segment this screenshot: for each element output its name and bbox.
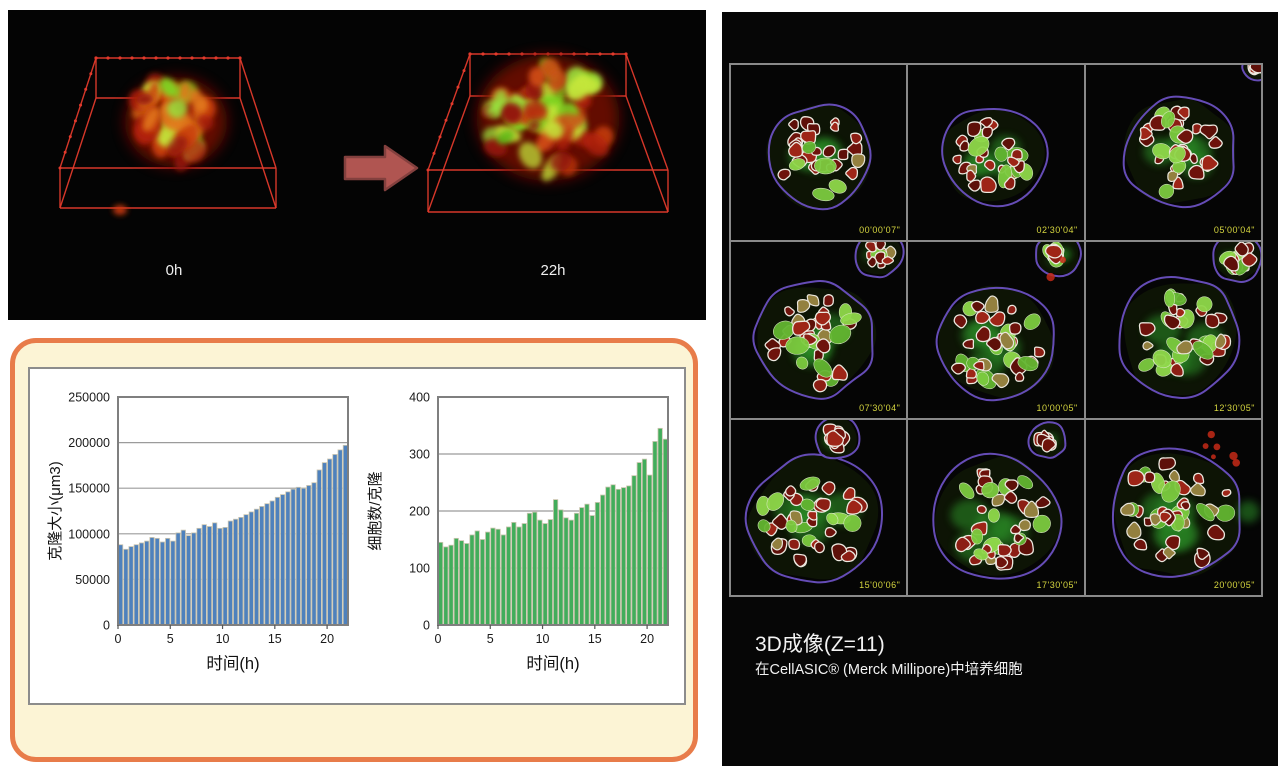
cell-cluster-image [766,103,872,211]
svg-text:400: 400 [409,391,430,405]
timelapse-frame: 07'30'04" [731,242,907,418]
svg-text:200: 200 [409,505,430,519]
svg-text:克隆大小(μm3): 克隆大小(μm3) [47,461,64,560]
timelapse-frame: 02'30'04" [908,65,1084,241]
arrow-right-icon [343,144,419,192]
frame-timestamp: 05'00'04" [1213,225,1255,236]
svg-text:20: 20 [320,632,334,646]
svg-text:10: 10 [216,632,230,646]
svg-text:100: 100 [409,562,430,576]
svg-text:15: 15 [588,632,602,646]
cell-cluster-image [935,242,1083,402]
timepoint-label-0h: 0h [165,262,183,279]
svg-text:20: 20 [640,632,654,646]
cell-cluster-image [932,420,1067,580]
cell-cluster-image [744,419,884,583]
timelapse-grid: 00'00'07" 02'30'04" 05'00'04" 07'30'04" … [729,63,1263,597]
timelapse-grid-panel: 00'00'07" 02'30'04" 05'00'04" 07'30'04" … [722,12,1278,766]
timepoint-label-22h: 22h [540,262,566,279]
frame-timestamp: 12'30'05" [1213,402,1255,413]
svg-text:时间(h): 时间(h) [526,654,579,673]
svg-text:5: 5 [487,632,494,646]
svg-text:时间(h): 时间(h) [206,654,259,673]
svg-text:50000: 50000 [75,573,110,587]
timelapse-frame: 10'00'05" [908,242,1084,418]
caption-subtitle: 在CellASIC® (Merck Millipore)中培养细胞 [755,662,1023,678]
timelapse-frame: 17'30'05" [908,419,1084,595]
timelapse-frame: 12'30'05" [1085,242,1261,418]
cell-cluster-image [941,108,1050,208]
frame-timestamp: 10'00'05" [1036,402,1078,413]
frame-timestamp: 17'30'05" [1036,579,1078,590]
svg-text:0: 0 [435,632,442,646]
clone-size-bar-chart: 0 50000 100000 150000 200000 250000 0 5 10 15 20 克隆… [47,391,349,673]
cell-cluster-image [1111,430,1259,578]
frame-timestamp: 15'00'06" [859,579,901,590]
cell-cluster-image [1118,242,1261,400]
frame-timestamp: 02'30'04" [1036,225,1078,236]
cell-cluster-image [1122,65,1261,209]
figure-caption: 3D成像(Z=11) 在CellASIC® (Merck Millipore)中… [755,632,1023,680]
svg-text:15: 15 [268,632,282,646]
timelapse-frame: 00'00'07" [731,65,907,241]
frame-timestamp: 20'00'05" [1213,579,1255,590]
frame-timestamp: 00'00'07" [859,225,901,236]
svg-text:0: 0 [115,632,122,646]
svg-text:300: 300 [409,448,430,462]
svg-text:细胞数/克隆: 细胞数/克隆 [367,471,384,550]
svg-text:250000: 250000 [68,391,110,405]
svg-text:10: 10 [536,632,550,646]
svg-text:0: 0 [423,619,430,633]
svg-text:100000: 100000 [68,527,110,541]
timelapse-frame: 20'00'05" [1085,419,1261,595]
timelapse-3d-panel: 0h 22h [8,10,706,320]
cell-cluster-image [752,242,905,401]
frame-timestamp: 07'30'04" [859,402,901,413]
timelapse-frame: 15'00'06" [731,419,907,595]
caption-title: 3D成像(Z=11) [755,633,885,656]
svg-text:5: 5 [167,632,174,646]
svg-text:0: 0 [103,619,110,633]
svg-text:200000: 200000 [68,436,110,450]
growth-charts-panel: 0 50000 100000 150000 200000 250000 0 5 10 15 20 克隆… [10,338,698,762]
charts-frame: 0 50000 100000 150000 200000 250000 0 5 10 15 20 克隆… [28,367,686,705]
spheroid-3d-render [58,52,669,215]
svg-text:150000: 150000 [68,482,110,496]
timelapse-frame: 05'00'04" [1085,65,1261,241]
